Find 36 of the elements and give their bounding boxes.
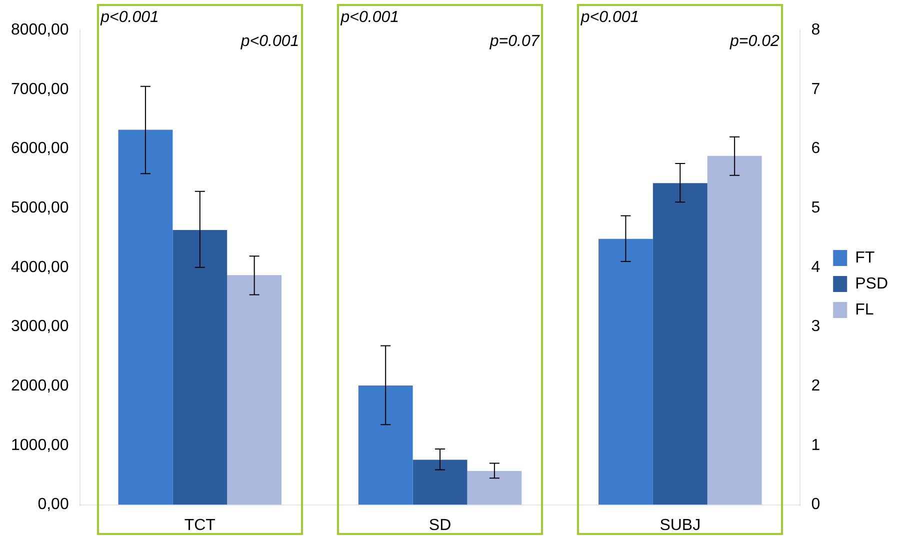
bar bbox=[118, 130, 173, 505]
bar bbox=[358, 386, 413, 505]
y-tick-label: 6000,00 bbox=[10, 140, 69, 158]
y2-tick-label: 1 bbox=[811, 436, 820, 454]
text: p<0.001 bbox=[340, 9, 400, 26]
legend-label: FL bbox=[855, 301, 874, 318]
y-tick-label: 1000,00 bbox=[10, 436, 69, 454]
legend-label: FT bbox=[855, 249, 875, 266]
x-tick-label: TCT bbox=[184, 516, 216, 534]
y2-tick-label: 2 bbox=[811, 378, 820, 395]
y-tick-label: 5000,00 bbox=[10, 199, 69, 216]
y2-tick-label: 0 bbox=[811, 496, 820, 514]
y2-tick-label: 8 bbox=[811, 21, 820, 38]
y2-tick-label: 6 bbox=[811, 140, 820, 158]
bar bbox=[172, 230, 228, 505]
bar bbox=[227, 275, 282, 505]
y-tick-label: 3000,00 bbox=[10, 318, 69, 336]
bar bbox=[412, 460, 468, 505]
annotation: p<0.001 bbox=[240, 33, 300, 50]
y-tick-label: 0,00 bbox=[38, 496, 69, 514]
y-tick-label: 8000,00 bbox=[10, 21, 69, 38]
x-tick-label: SUBJ bbox=[660, 516, 701, 534]
y2-tick-label: 3 bbox=[811, 318, 820, 336]
y-tick-label: 2000,00 bbox=[10, 378, 69, 395]
y-tick-label: 4000,00 bbox=[10, 258, 69, 276]
y2-tick-label: 5 bbox=[811, 199, 820, 216]
y2-tick-label: 4 bbox=[811, 258, 820, 276]
text: p<0.001 bbox=[580, 9, 640, 26]
annotation: p=0.02 bbox=[729, 33, 780, 50]
x-tick-label: SD bbox=[428, 516, 452, 534]
bar bbox=[467, 470, 522, 505]
legend-label: PSD bbox=[855, 275, 888, 292]
y2-tick-label: 7 bbox=[811, 80, 820, 98]
annotation: p=0.07 bbox=[488, 33, 540, 50]
text: p<0.001 bbox=[100, 9, 159, 26]
y-tick-label: 7000,00 bbox=[10, 80, 69, 98]
